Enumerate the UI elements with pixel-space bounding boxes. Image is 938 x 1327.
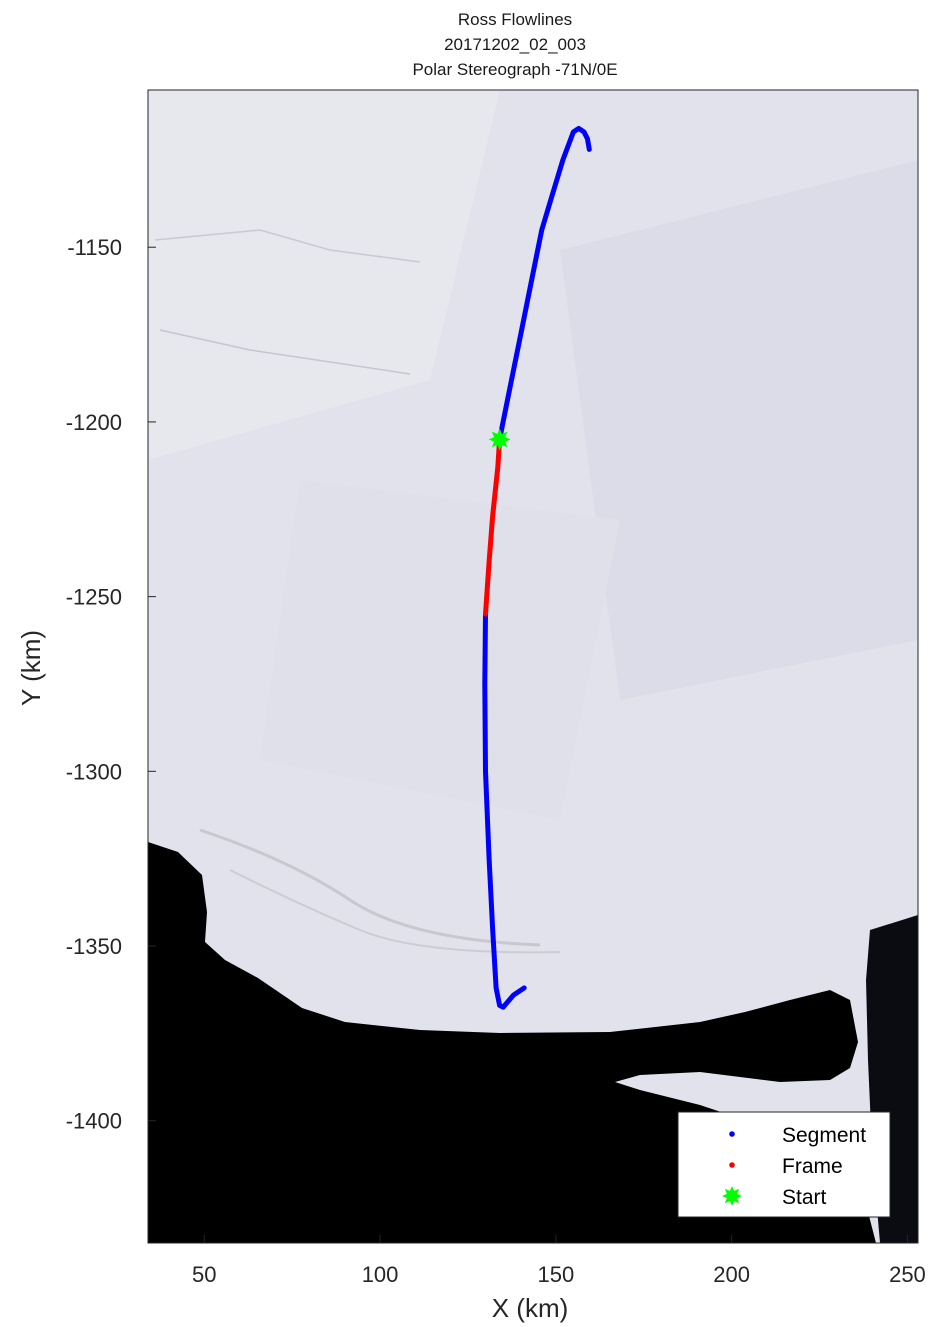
y-axis-label: Y (km) <box>16 630 46 706</box>
ice-patch <box>560 160 918 700</box>
legend-box <box>677 1111 891 1218</box>
x-tick-label: 200 <box>713 1262 750 1287</box>
ice-crease <box>229 869 561 954</box>
y-tick-label: -1350 <box>66 934 122 959</box>
ice-crease <box>159 329 411 375</box>
ice-crease <box>199 828 541 947</box>
x-tick-label: 100 <box>362 1262 399 1287</box>
series-group <box>482 125 592 1010</box>
y-tick-label: -1300 <box>66 759 122 784</box>
ice-patch <box>260 480 620 820</box>
x-tick-label: 150 <box>537 1262 574 1287</box>
y-tick-label: -1250 <box>66 585 122 610</box>
x-tick-label: 250 <box>889 1262 926 1287</box>
x-tick-label: 50 <box>192 1262 216 1287</box>
legend-label-segment: Segment <box>782 1124 866 1147</box>
chart-title-line-2: 20171202_02_003 <box>444 35 586 54</box>
y-tick-label: -1400 <box>66 1109 122 1134</box>
y-tick-label: -1150 <box>67 235 122 260</box>
start-marker <box>488 428 511 451</box>
legend: Segment Frame Start <box>677 1111 891 1218</box>
series-line-segment <box>482 611 527 1010</box>
y-tick-label: -1200 <box>66 410 122 435</box>
legend-marker-segment <box>729 1131 735 1137</box>
chart-title-line-3: Polar Stereograph -71N/0E <box>412 60 617 79</box>
x-axis-label: X (km) <box>492 1293 569 1323</box>
legend-marker-frame <box>729 1162 735 1168</box>
plot-frame <box>147 89 919 1244</box>
ice-patch <box>148 90 500 460</box>
axis-ticks: 50 100 150 200 250 -1150 -1200 -1250 -1300 -1350 -… <box>66 235 926 1287</box>
legend-marker-start <box>722 1186 742 1206</box>
legend-label-start: Start <box>782 1186 827 1209</box>
series-line-frame <box>483 436 503 617</box>
ice-crease <box>154 229 421 263</box>
chart-title-line-1: Ross Flowlines <box>458 10 572 29</box>
legend-label-frame: Frame <box>782 1155 843 1178</box>
series-line-segment <box>497 125 592 442</box>
